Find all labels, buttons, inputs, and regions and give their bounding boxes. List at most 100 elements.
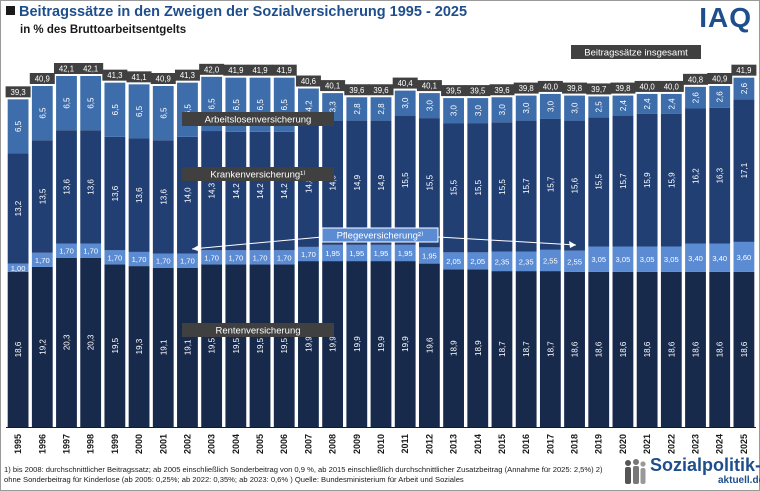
data-label: 13,6 (62, 179, 71, 195)
data-label: 2,8 (353, 103, 362, 115)
data-label: 2,5 (595, 101, 604, 113)
data-label: 15,7 (522, 178, 531, 194)
bar-segment (322, 261, 344, 427)
data-label: 2,55 (543, 256, 558, 265)
bar-segment (152, 253, 174, 268)
bar-segment (322, 120, 344, 245)
total-label: 39,5 (446, 87, 462, 96)
total-box (29, 73, 55, 84)
x-tick-label: 2014 (473, 434, 483, 454)
bar-segment (564, 95, 585, 121)
x-tick-label: 2024 (715, 434, 725, 454)
x-tick-label: 2023 (691, 434, 701, 454)
data-label: 13,6 (87, 179, 96, 195)
total-box (150, 73, 176, 84)
bar-segment (31, 86, 53, 141)
total-label: 41,9 (228, 66, 243, 75)
bar-segment (152, 86, 174, 141)
x-tick-label: 2013 (449, 434, 459, 454)
x-tick-label: 2003 (207, 434, 217, 454)
data-label: 19,5 (280, 337, 289, 353)
data-label: 20,3 (62, 334, 71, 350)
data-label: 2,35 (519, 257, 534, 266)
bar-segment (128, 251, 150, 267)
data-label: 3,0 (571, 102, 580, 114)
total-box (562, 82, 588, 94)
data-label: 2,6 (740, 82, 749, 94)
total-box (5, 86, 31, 98)
bar-segment (612, 115, 634, 247)
total-box (102, 69, 128, 81)
data-label: 2,4 (643, 98, 652, 110)
bar-segment (104, 136, 126, 251)
bar-segment (636, 246, 658, 272)
total-box (586, 83, 612, 95)
bar-segment (660, 113, 682, 247)
x-tick-label: 2007 (303, 434, 313, 454)
bar-segment (733, 77, 755, 100)
total-box (53, 63, 79, 74)
bar-segment (177, 253, 198, 268)
bar-segment (515, 120, 537, 252)
bar-segment (104, 82, 126, 137)
bar-segment (709, 243, 731, 272)
total-label: 40,9 (156, 75, 171, 84)
total-label: 41,1 (131, 73, 146, 82)
bar-segment (660, 93, 682, 114)
bar-segment (249, 264, 271, 427)
data-label: 2,4 (619, 99, 628, 111)
bar-segment (588, 96, 610, 118)
total-label: 41,9 (252, 66, 267, 75)
bar-segment (491, 122, 513, 252)
data-label: 19,5 (111, 337, 120, 353)
data-label: 6,5 (38, 107, 47, 119)
data-label: 18,6 (619, 341, 628, 357)
data-label: 18,6 (643, 341, 652, 357)
bar-segment (201, 131, 223, 251)
bar-segment (225, 264, 247, 427)
bar-segment (322, 244, 344, 262)
bar-segment (443, 269, 464, 427)
bar-segment (685, 271, 706, 427)
bar-segment (394, 115, 416, 245)
total-label: 42,1 (83, 65, 98, 74)
data-label: 15,9 (667, 172, 676, 188)
bar-segment (636, 113, 658, 247)
brand-main: Sozialpolitik- (650, 455, 760, 475)
total-label: 42,0 (204, 65, 220, 74)
chart-title-text: Beitragssätze in den Zweigen der Sozialv… (19, 4, 468, 20)
total-box (126, 71, 152, 83)
total-box (247, 64, 273, 76)
x-tick-label: 2025 (739, 434, 749, 454)
data-label: 2,6 (716, 91, 725, 103)
data-label: 17,1 (740, 162, 749, 178)
bar-segment (152, 140, 174, 254)
x-tick-label: 2005 (255, 434, 265, 454)
bar-segment (273, 264, 295, 427)
pflege-arrow-right (437, 236, 577, 246)
label-pflegeversicherung-box (321, 227, 439, 243)
data-label: 6,5 (208, 98, 217, 110)
data-label: 14,2 (256, 183, 265, 199)
total-label: 39,6 (349, 86, 364, 95)
label-arbeitslosenversicherung-box (182, 112, 334, 126)
data-label: 18,6 (14, 341, 23, 357)
bar-segment (346, 120, 368, 245)
data-label: 18,6 (595, 341, 604, 357)
bar-segment (588, 117, 610, 247)
data-label: 15,5 (474, 179, 483, 195)
bar-segment (249, 131, 271, 251)
data-label: 18,6 (716, 341, 725, 357)
total-label: 39,3 (11, 88, 26, 97)
bar-segment (31, 266, 53, 427)
data-label: 18,7 (498, 341, 507, 357)
bar-segment (128, 84, 150, 139)
total-label: 40,0 (640, 82, 656, 91)
bar-segment (80, 243, 102, 258)
bar-segment (539, 249, 561, 272)
data-label: 1,95 (374, 249, 389, 258)
bar-segment (588, 246, 610, 272)
bar-segment (298, 123, 319, 247)
brand-sub: aktuell.de (718, 475, 760, 486)
data-label: 6,5 (111, 104, 120, 116)
